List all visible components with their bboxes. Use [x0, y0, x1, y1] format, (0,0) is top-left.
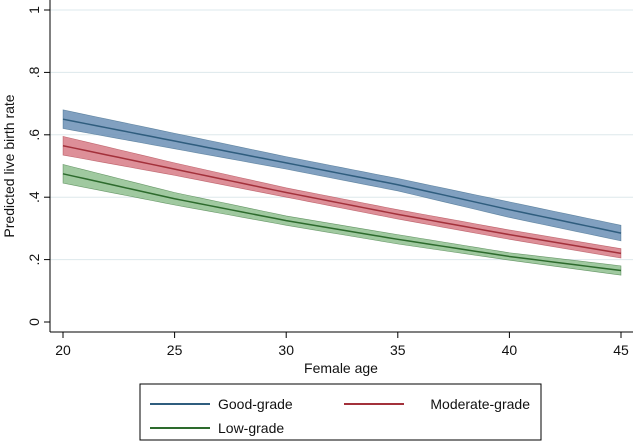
x-tick-label: 25	[167, 342, 183, 358]
y-axis-title: Predicted live birth rate	[1, 94, 17, 237]
y-tick-label: 0	[26, 318, 42, 326]
axes	[49, 0, 633, 333]
ticks: 0 .2 .4 .6 .8 1 20 25 30 35 40 45	[26, 6, 629, 358]
legend-label-low-grade: Low-grade	[218, 420, 284, 436]
line-good-grade	[62, 118, 622, 234]
legend-label-moderate-grade: Moderate-grade	[430, 396, 530, 412]
line-moderate-grade	[62, 144, 622, 255]
x-tick-label: 30	[278, 342, 294, 358]
legend-label-good-grade: Good-grade	[218, 396, 293, 412]
band-good-grade	[62, 109, 622, 242]
x-tick-label: 40	[502, 342, 518, 358]
x-tick-label: 20	[55, 342, 71, 358]
band-moderate-grade	[62, 135, 622, 259]
legend-box	[139, 383, 542, 441]
series-lines	[62, 118, 622, 272]
y-tick-label: .2	[26, 254, 42, 266]
legend: Good-grade Moderate-grade Low-grade	[139, 383, 542, 441]
x-tick-label: 45	[613, 342, 629, 358]
y-tick-label: .6	[26, 129, 42, 141]
y-tick-label: .8	[26, 66, 42, 78]
y-tick-label: .4	[26, 191, 42, 203]
x-axis-title: Female age	[304, 360, 378, 376]
y-tick-label: 1	[26, 6, 42, 14]
line-low-grade	[62, 173, 622, 272]
x-tick-label: 35	[390, 342, 406, 358]
